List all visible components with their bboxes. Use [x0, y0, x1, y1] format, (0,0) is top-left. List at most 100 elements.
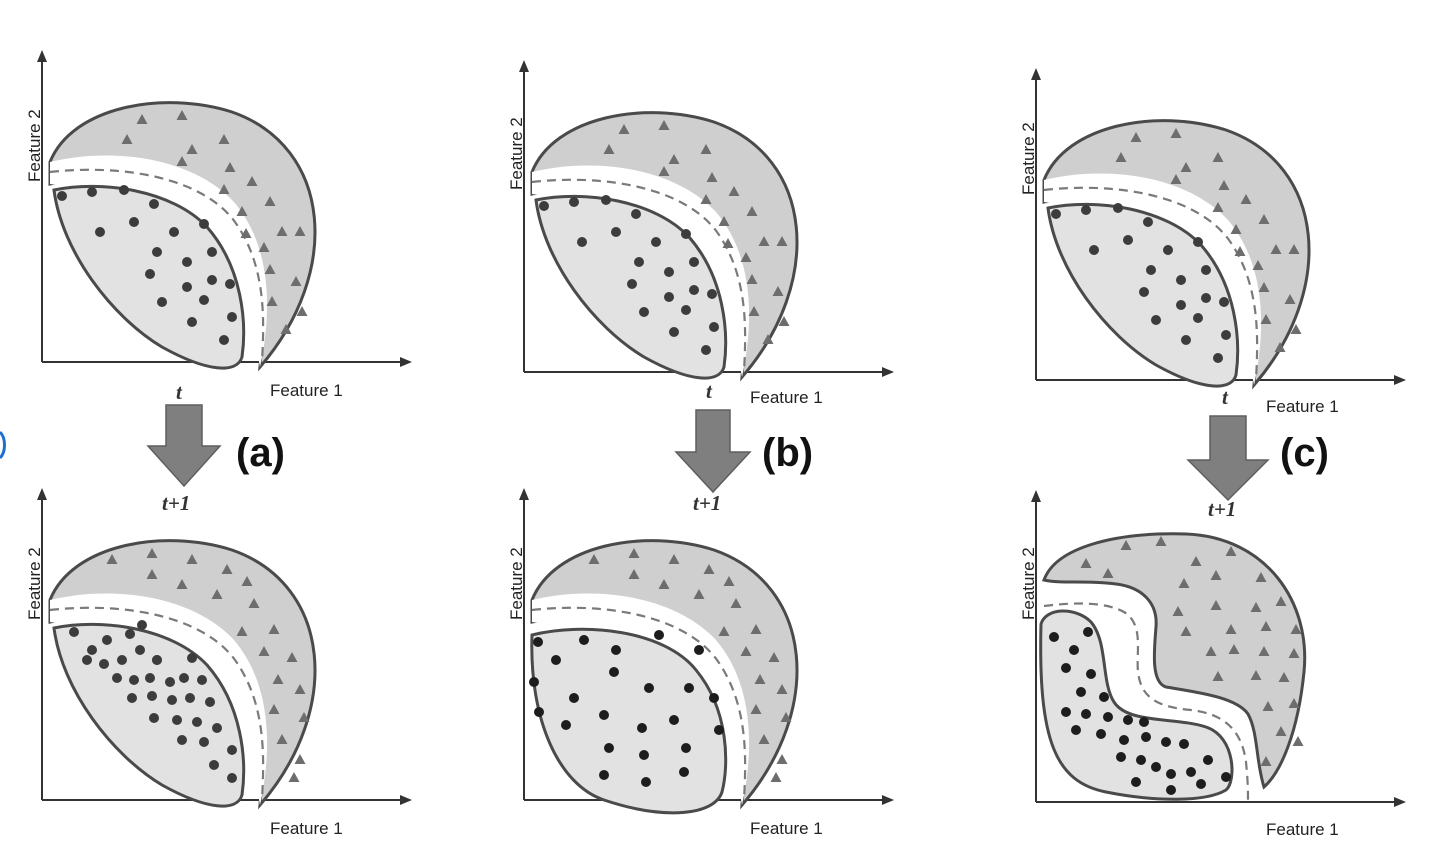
circle-marker	[1161, 737, 1171, 747]
circle-marker	[182, 282, 192, 292]
circle-marker	[681, 305, 691, 315]
circle-marker	[1166, 785, 1176, 795]
triangle-marker	[668, 154, 680, 164]
triangle-marker	[1274, 342, 1286, 352]
circle-marker	[137, 620, 147, 630]
time-label-before: t	[1222, 385, 1229, 409]
class-2-points	[1115, 128, 1302, 352]
triangle-marker	[754, 674, 766, 684]
triangle-marker	[266, 296, 278, 306]
triangle-marker	[294, 754, 306, 764]
triangle-marker	[1170, 128, 1182, 138]
triangle-marker	[146, 548, 158, 558]
circle-marker	[1203, 755, 1213, 765]
triangle-marker	[718, 626, 730, 636]
circle-marker	[1151, 762, 1161, 772]
triangle-marker	[740, 646, 752, 656]
circle-marker	[1139, 717, 1149, 727]
circle-marker	[129, 217, 139, 227]
margin-band	[1044, 584, 1248, 787]
edge-fragment-mark	[0, 430, 6, 460]
triangle-marker	[246, 176, 258, 186]
triangle-marker	[264, 196, 276, 206]
triangle-marker	[628, 569, 640, 579]
circle-marker	[179, 673, 189, 683]
circle-marker	[1186, 767, 1196, 777]
circle-marker	[1081, 205, 1091, 215]
circle-marker	[87, 187, 97, 197]
triangle-marker	[1080, 558, 1092, 568]
class-1-points	[1049, 627, 1231, 795]
triangle-marker	[1260, 756, 1272, 766]
circle-marker	[135, 645, 145, 655]
plot-b-t	[518, 59, 895, 380]
triangle-marker	[658, 120, 670, 130]
circle-marker	[1193, 237, 1203, 247]
circle-marker	[192, 717, 202, 727]
triangle-marker	[1212, 152, 1224, 162]
panel-label-b: (b)	[762, 431, 813, 475]
circle-marker	[1061, 663, 1071, 673]
time-label-after: t+1	[693, 491, 721, 515]
circle-marker	[95, 227, 105, 237]
y-axis-label: Feature 2	[1019, 122, 1038, 195]
triangle-marker	[1115, 152, 1127, 162]
circle-marker	[534, 707, 544, 717]
triangle-marker	[703, 564, 715, 574]
triangle-marker	[1225, 624, 1237, 634]
triangle-marker	[211, 589, 223, 599]
triangle-marker	[240, 228, 252, 238]
triangle-marker	[1258, 646, 1270, 656]
triangle-marker	[1234, 246, 1246, 256]
circle-marker	[579, 635, 589, 645]
circle-marker	[227, 745, 237, 755]
triangle-marker	[298, 712, 310, 722]
triangle-marker	[1190, 556, 1202, 566]
plot-c-t-plus-1	[1030, 489, 1407, 808]
circle-marker	[117, 655, 127, 665]
triangle-marker	[658, 579, 670, 589]
triangle-marker	[748, 306, 760, 316]
circle-marker	[207, 275, 217, 285]
circle-marker	[1181, 335, 1191, 345]
circle-marker	[57, 191, 67, 201]
circle-marker	[1201, 293, 1211, 303]
circle-marker	[112, 673, 122, 683]
plot-b-t-plus-1	[518, 487, 895, 815]
circle-marker	[1141, 732, 1151, 742]
triangle-marker	[1275, 726, 1287, 736]
circle-marker	[1113, 203, 1123, 213]
circle-marker	[87, 645, 97, 655]
circle-marker	[609, 667, 619, 677]
circle-marker	[599, 770, 609, 780]
plot-a-t-plus-1	[36, 487, 413, 808]
circle-marker	[1086, 669, 1096, 679]
circle-marker	[694, 645, 704, 655]
circle-marker	[199, 219, 209, 229]
circle-marker	[1219, 297, 1229, 307]
circle-marker	[1176, 275, 1186, 285]
triangle-marker	[1225, 546, 1237, 556]
triangle-marker	[746, 206, 758, 216]
circle-marker	[169, 227, 179, 237]
y-axis-label: Feature 2	[25, 109, 44, 182]
y-axis-label: Feature 2	[1019, 547, 1038, 620]
triangle-marker	[700, 144, 712, 154]
triangle-marker	[1262, 701, 1274, 711]
triangle-marker	[730, 598, 742, 608]
time-label-after: t+1	[162, 491, 190, 515]
circle-marker	[82, 655, 92, 665]
circle-marker	[102, 635, 112, 645]
triangle-marker	[121, 134, 133, 144]
circle-marker	[1103, 712, 1113, 722]
triangle-marker	[776, 754, 788, 764]
circle-marker	[1049, 632, 1059, 642]
triangle-marker	[1288, 698, 1300, 708]
triangle-marker	[106, 554, 118, 564]
circle-marker	[1201, 265, 1211, 275]
circle-marker	[689, 285, 699, 295]
circle-marker	[172, 715, 182, 725]
circle-marker	[1096, 729, 1106, 739]
circle-marker	[225, 279, 235, 289]
circle-marker	[1146, 265, 1156, 275]
